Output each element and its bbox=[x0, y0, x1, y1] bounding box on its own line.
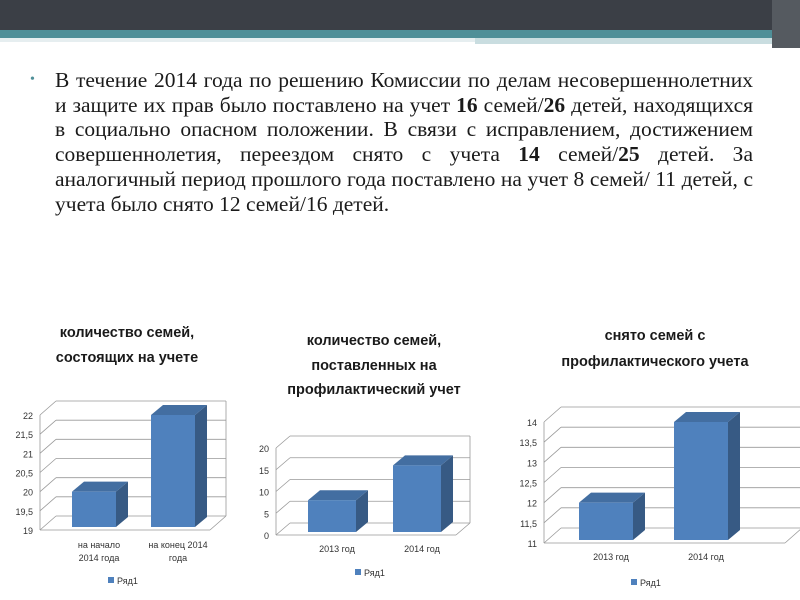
legend-swatch bbox=[631, 579, 637, 585]
y-tick-label: 0 bbox=[264, 531, 269, 541]
gridline-side bbox=[543, 426, 562, 443]
x-tick-label: 2013 год bbox=[319, 544, 355, 554]
gridline-side bbox=[543, 487, 562, 503]
gridline-side bbox=[543, 467, 562, 483]
bar-top bbox=[579, 492, 645, 503]
legend-label: Ряд1 bbox=[640, 578, 661, 588]
gridline-side bbox=[39, 419, 57, 435]
x-tick-label: 2013 год bbox=[593, 552, 629, 562]
y-tick-label: 15 bbox=[259, 466, 269, 476]
x-tick-label: 2014 год bbox=[688, 552, 724, 562]
bar-side bbox=[195, 405, 207, 527]
chart-title: поставленных на bbox=[311, 358, 437, 374]
chart-title: снято семей с bbox=[605, 328, 706, 344]
gridline-side bbox=[275, 435, 291, 449]
gridline-side bbox=[39, 477, 57, 492]
y-tick-label: 19 bbox=[23, 526, 33, 536]
bar-side bbox=[728, 412, 740, 540]
y-tick-label: 21,5 bbox=[15, 430, 33, 440]
bar bbox=[308, 500, 356, 532]
floor-right-line bbox=[455, 522, 471, 536]
x-tick-label: на конец 2014 bbox=[148, 540, 207, 550]
highlight-number: 16 bbox=[456, 92, 478, 117]
highlight-number: 25 bbox=[618, 142, 640, 167]
legend-swatch bbox=[108, 577, 114, 583]
gridline-side bbox=[543, 507, 562, 524]
header-bar bbox=[0, 0, 800, 30]
gridline-side bbox=[275, 522, 291, 536]
gridline-side bbox=[275, 457, 291, 471]
bar bbox=[579, 502, 633, 540]
bar bbox=[72, 491, 116, 527]
y-tick-label: 13 bbox=[527, 458, 537, 468]
y-tick-label: 22 bbox=[23, 411, 33, 421]
gridline-side bbox=[275, 500, 291, 514]
bar-top bbox=[674, 412, 740, 422]
header-light-strip bbox=[0, 38, 475, 42]
chart-title: профилактического учета bbox=[561, 354, 749, 370]
y-tick-label: 12,5 bbox=[519, 479, 537, 489]
gridline-side bbox=[39, 496, 57, 512]
y-tick-label: 20 bbox=[259, 444, 269, 454]
gridline-side bbox=[39, 515, 57, 531]
highlight-number: 14 bbox=[518, 142, 540, 167]
y-tick-label: 11,5 bbox=[520, 519, 537, 529]
header-accent-strip bbox=[0, 30, 800, 38]
chart-title: количество семей, bbox=[307, 333, 441, 349]
y-tick-label: 21 bbox=[23, 449, 33, 459]
x-tick-label: на начало bbox=[78, 540, 120, 550]
gridline-side bbox=[39, 458, 57, 473]
bar-top bbox=[72, 481, 128, 492]
floor-right-line bbox=[209, 515, 227, 531]
bar bbox=[674, 422, 728, 540]
x-tick-label: 2014 года bbox=[79, 553, 120, 563]
chart-title: профилактический учет bbox=[287, 382, 461, 398]
bar bbox=[151, 415, 195, 527]
gridline-side bbox=[543, 527, 562, 544]
gridline-side bbox=[39, 439, 57, 454]
y-tick-label: 11 bbox=[528, 539, 537, 549]
bar-side bbox=[441, 455, 453, 532]
floor-right-line bbox=[784, 529, 800, 544]
bar bbox=[393, 465, 441, 532]
bullet-icon: • bbox=[30, 72, 35, 87]
bar-side bbox=[633, 492, 645, 540]
x-tick-label: 2014 год bbox=[404, 544, 440, 554]
x-tick-label: года bbox=[169, 553, 187, 563]
y-tick-label: 20 bbox=[23, 488, 33, 498]
bar-side bbox=[116, 481, 128, 527]
bar-side bbox=[356, 490, 368, 532]
bar-top bbox=[393, 455, 453, 466]
header-corner-block bbox=[772, 0, 800, 48]
y-tick-label: 14 bbox=[527, 418, 537, 428]
y-tick-label: 19,5 bbox=[15, 507, 33, 517]
legend-swatch bbox=[355, 569, 361, 575]
gridline-side bbox=[275, 479, 291, 492]
y-tick-label: 13,5 bbox=[519, 438, 537, 448]
y-tick-label: 20,5 bbox=[15, 469, 33, 479]
chart-title: состоящих на учете bbox=[56, 350, 198, 366]
gridline-side bbox=[39, 400, 57, 416]
gridline-side bbox=[543, 447, 562, 463]
y-tick-label: 5 bbox=[264, 509, 269, 519]
gridline-side bbox=[543, 406, 562, 423]
header-light-strip-right bbox=[475, 38, 800, 44]
highlight-number: 26 bbox=[543, 92, 566, 117]
legend-label: Ряд1 bbox=[117, 576, 138, 586]
summary-paragraph: В течение 2014 года по решению Комиссии … bbox=[55, 68, 753, 216]
y-tick-label: 10 bbox=[259, 488, 269, 498]
bar-top bbox=[308, 490, 368, 501]
chart-title: количество семей, bbox=[60, 325, 194, 341]
y-tick-label: 12 bbox=[527, 499, 537, 509]
legend-label: Ряд1 bbox=[364, 568, 385, 578]
bar-top bbox=[151, 405, 207, 415]
